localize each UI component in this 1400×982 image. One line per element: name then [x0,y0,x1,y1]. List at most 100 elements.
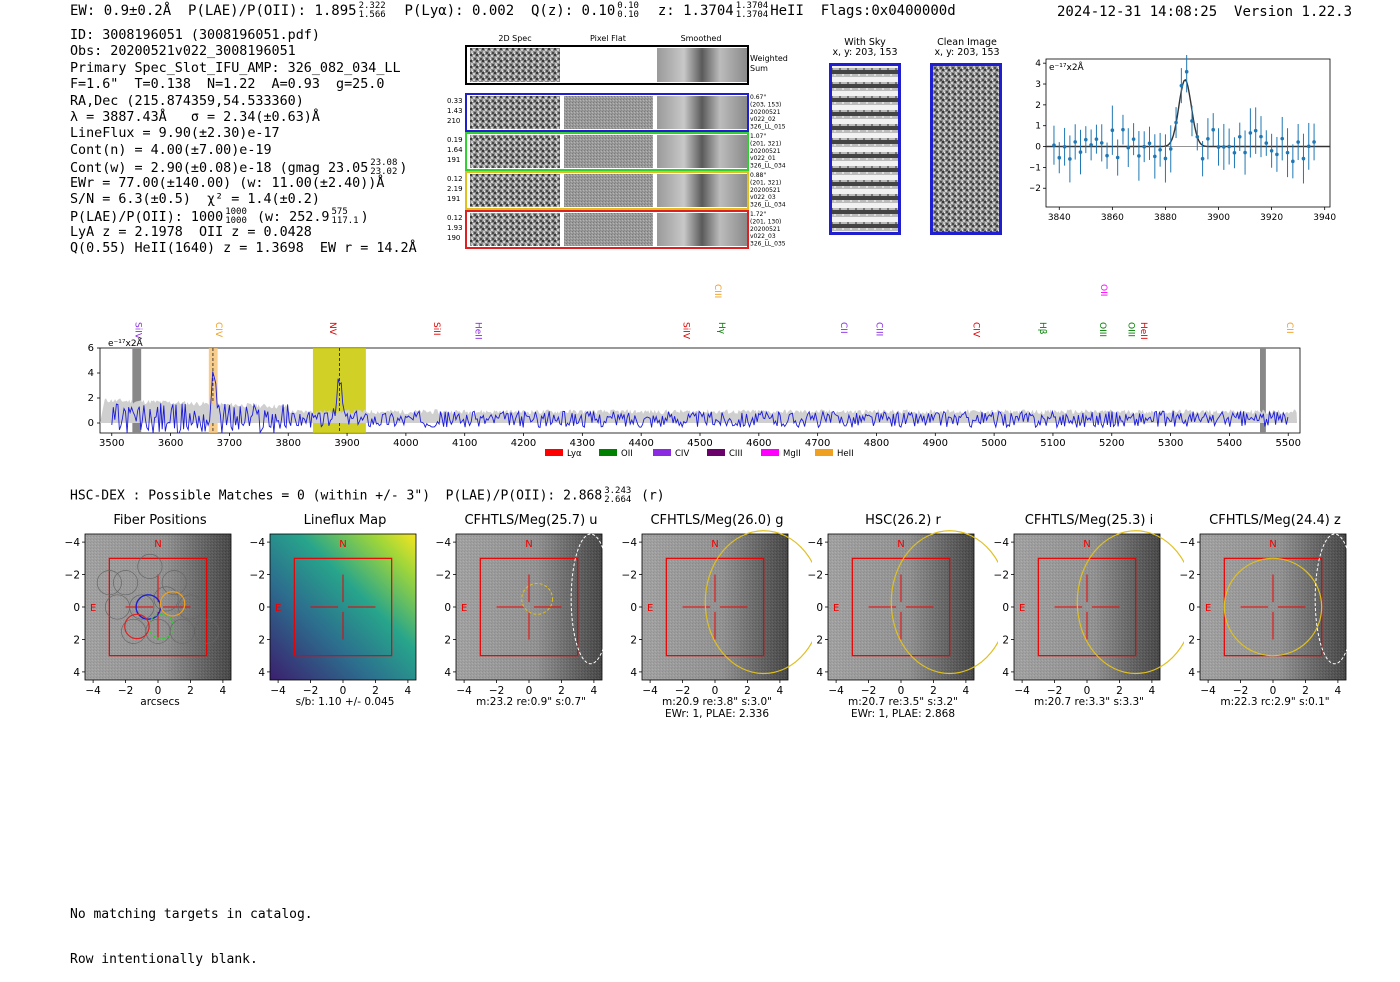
col-header-pixelflat: Pixel Flat [590,34,626,43]
panel-xtick-label: −4 [85,685,101,697]
cutout-row-stat: 191 [447,156,460,164]
panel-xtick-label: 4 [405,685,412,697]
zoom-point [1163,156,1168,161]
qz-lo: 0.10 [617,10,639,20]
footnote-line1: No matching targets in catalog. [70,907,313,922]
spectral-line-label: HeII [472,322,482,340]
cutout-row-meta: (203, 153) [750,101,781,108]
zoom-xtick-label: 3940 [1313,213,1336,223]
info-contn: Cont(n) = 4.00(±7.00)e-19 [70,142,272,158]
masked-band-right [1260,348,1266,433]
panel-image: N E −4 4 −2 2 0 0 2 −2 4 −4 [622,530,812,697]
spectrum-xtick-label: 4400 [628,438,653,449]
spectrum-ytick-label: 2 [88,393,94,404]
zoom-point [1052,143,1056,148]
panel-title: HSC(26.2) r [865,513,941,528]
hsc-hi: 3.243 [604,486,632,496]
spectral-line-label: SiII [431,322,441,336]
zoom-ytick-label: 1 [1035,122,1041,132]
zoom-point [1211,127,1216,132]
legend-label: CIV [675,449,689,459]
cutout-row-stat: 0.12 [447,214,463,222]
zoom-spectrum-plot: e⁻¹⁷x2Å 4 3 2 1 0 −1 −2 3840 3860 3880 3900 3920 39… [1030,55,1336,223]
cutout-pixelflat [564,174,653,207]
panel-xtick-label: 0 [340,685,347,697]
legend-label: HeII [837,449,854,459]
panel-xtick-label: −4 [642,685,658,697]
spectral-line-labels: SiIV CIV NV SiII HeII SiIV CIII Hγ CII CIII CIV Hβ O… [132,284,1294,340]
spectrum-xtick-label: 5000 [981,438,1006,449]
panel-image: N E −4 4 −2 2 0 0 2 −2 4 −4 [65,533,232,697]
legend-swatch [707,449,725,456]
zoom-point [1237,134,1242,139]
panel-xtick-label: 2 [744,685,751,697]
hsc-dex-title: HSC-DEX : Possible Matches = 0 (within +… [70,487,665,505]
spectral-line-label: CIV [213,322,223,338]
north-label: N [339,539,346,550]
spectral-line-label: OII [1098,284,1108,296]
panel-xtick-label: −2 [861,685,876,697]
panel-caption: m:20.7 re:3.5" s:3.2" EWr: 1, PLAE: 2.868 [783,696,1023,720]
cutout-2dspec [470,96,560,129]
spectrum-xtick-label: 3700 [217,438,242,449]
cutout-2dspec [470,174,560,207]
hsc-title-text: HSC-DEX : Possible Matches = 0 (within +… [70,488,603,504]
legend-swatch [815,449,833,456]
cutout-pixelflat [564,96,653,129]
info-sn: S/N = 6.3(±0.5) χ² = 1.4(±0.2) [70,191,320,207]
hsc-lo: 2.664 [604,495,632,505]
panel-ytick-label: −4 [250,537,266,549]
sky-noise [642,534,788,680]
cutout-row-meta: (201, 321) [750,179,781,186]
legend-swatch [653,449,671,456]
weighted-label-1: Weighted [750,54,788,63]
zoom-ytick-label: 0 [1035,143,1041,153]
zoom-point [1190,119,1194,123]
ew-value: EW: 0.9±0.2Å [70,3,172,19]
info-lineflux: LineFlux = 9.90(±2.30)e-17 [70,126,280,142]
cutout-row-stat: 210 [447,117,460,125]
zoom-data-points [1046,55,1330,184]
contw-text: Cont(w) = 2.90(±0.08)e-18 (gmag 23.05 [70,161,369,177]
flags-value: HeII Flags:0x0400000d [770,3,956,19]
panel-title: CFHTLS/Meg(25.3) i [1024,513,1154,528]
aperture-box [293,557,393,657]
cutout-smoothed [657,174,747,207]
info-lya: LyA z = 2.1978 OII z = 0.0428 [70,224,312,240]
weighted-smoothed [657,48,747,82]
source-ellipse [890,530,998,675]
aperture-box [851,557,951,657]
panel-xtick-label: −2 [1047,685,1062,697]
east-label: E [1205,603,1211,614]
cutout-row-meta: 20200521 [750,109,781,116]
panel-xtick-label: 0 [1084,685,1091,697]
panel-xtick-label: −2 [675,685,690,697]
source-ellipse [704,530,812,675]
zoom-point [1275,152,1279,157]
zoom-point [1137,154,1141,158]
cutout-row-meta: 1.07" [750,133,766,140]
spectrum-xtick-label: 4900 [923,438,948,449]
timestamp: 2024-12-31 14:08:25 [1057,4,1218,20]
with-sky-label: With Sky [844,37,886,48]
panel-ytick-label: 4 [1188,667,1195,679]
detection-info: ID: 3008196051 (3008196051.pdf) Obs: 202… [70,28,417,257]
z-lo: 1.3704 [735,10,769,20]
zoom-ytick-label: 3 [1035,80,1041,90]
cutout-row-meta: 1.72" [750,211,766,218]
sky-noise [828,534,974,680]
panel-ytick-label: 0 [258,602,265,614]
cutout-row-stat: 0.12 [447,175,463,183]
panel-xtick-label: −2 [1233,685,1248,697]
fiber-orange [159,590,186,617]
panel-ytick-label: −2 [808,570,823,582]
panel-caption: s/b: 1.10 +/- 0.045 [225,696,465,708]
panel-caption-line: s/b: 1.10 +/- 0.045 [295,696,395,708]
panel-caption-line: m:23.2 re:0.9" s:0.7" [476,696,586,708]
sky-noise [1200,534,1346,680]
zoom-point [1222,145,1226,149]
cutout-2dspec [470,135,560,168]
panel-ytick-label: −4 [808,537,824,549]
neighbor-ellipse [570,533,611,665]
